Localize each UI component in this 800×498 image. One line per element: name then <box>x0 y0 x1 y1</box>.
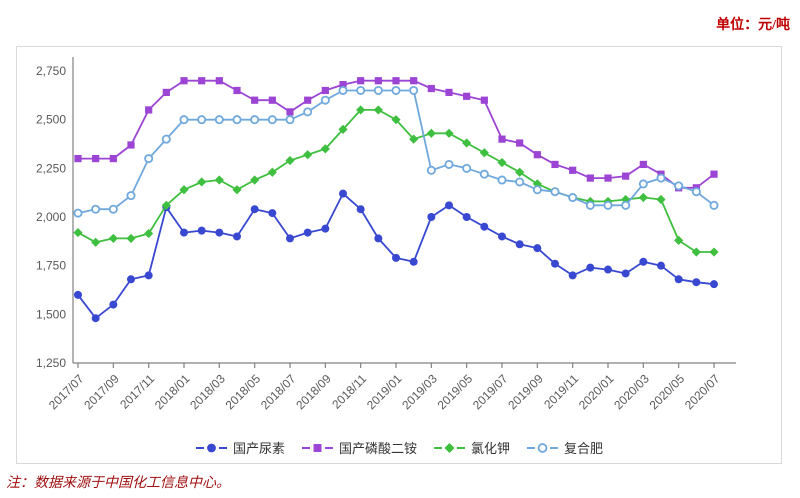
svg-text:1,750: 1,750 <box>36 259 66 273</box>
svg-text:2020/05: 2020/05 <box>647 371 688 412</box>
svg-text:2017/09: 2017/09 <box>81 371 122 412</box>
svg-text:2018/09: 2018/09 <box>293 371 334 412</box>
legend-label: 国产磷酸二铵 <box>338 441 417 456</box>
svg-text:2017/11: 2017/11 <box>117 371 157 411</box>
price-line-chart: 1,250 1,500 1,750 2,000 2,250 2,500 2,750 2017/… <box>36 57 736 412</box>
svg-text:2018/11: 2018/11 <box>329 371 369 411</box>
svg-text:2018/01: 2018/01 <box>152 371 193 412</box>
svg-text:2020/07: 2020/07 <box>682 371 723 412</box>
legend-item-compound-fertilizer: 复合肥 <box>526 438 603 457</box>
legend-item-dap: 国产磷酸二铵 <box>301 438 417 457</box>
legend-item-urea: 国产尿素 <box>195 438 285 457</box>
svg-text:2019/03: 2019/03 <box>399 371 440 412</box>
svg-text:2020/01: 2020/01 <box>576 371 617 412</box>
dap-marker-icon <box>301 443 333 452</box>
compound-fertilizer-marker-icon <box>527 442 559 453</box>
svg-text:2017/07: 2017/07 <box>46 371 87 412</box>
svg-text:2,500: 2,500 <box>36 113 66 127</box>
legend-label: 国产尿素 <box>232 441 285 456</box>
svg-text:2019/05: 2019/05 <box>435 371 476 412</box>
chart-legend: 国产尿素 国产磷酸二铵 氯化钾 复合肥 <box>17 438 781 457</box>
potassium-chloride-marker-icon <box>434 442 465 453</box>
source-note: 注：数据来源于中国化工信息中心。 <box>6 476 230 491</box>
svg-text:2,750: 2,750 <box>36 64 66 78</box>
svg-text:2018/03: 2018/03 <box>187 371 228 412</box>
svg-text:2020/03: 2020/03 <box>611 371 652 412</box>
legend-label: 氯化钾 <box>471 441 511 456</box>
legend-label: 复合肥 <box>564 441 604 456</box>
svg-text:2018/07: 2018/07 <box>258 371 299 412</box>
legend-item-potassium-chloride: 氯化钾 <box>433 438 510 457</box>
chart-frame: 1,250 1,500 1,750 2,000 2,250 2,500 2,750 2017/… <box>16 46 782 464</box>
svg-text:2019/09: 2019/09 <box>505 371 546 412</box>
svg-text:2,000: 2,000 <box>36 210 66 224</box>
svg-text:2019/11: 2019/11 <box>541 371 581 411</box>
urea-marker-icon <box>195 443 227 452</box>
svg-text:2018/05: 2018/05 <box>223 371 264 412</box>
unit-label: 单位：元/吨 <box>716 18 790 33</box>
svg-text:2019/07: 2019/07 <box>470 371 511 412</box>
svg-text:2019/01: 2019/01 <box>364 371 405 412</box>
svg-text:1,500: 1,500 <box>36 307 66 321</box>
svg-text:2,250: 2,250 <box>36 161 66 175</box>
svg-text:1,250: 1,250 <box>36 356 66 370</box>
